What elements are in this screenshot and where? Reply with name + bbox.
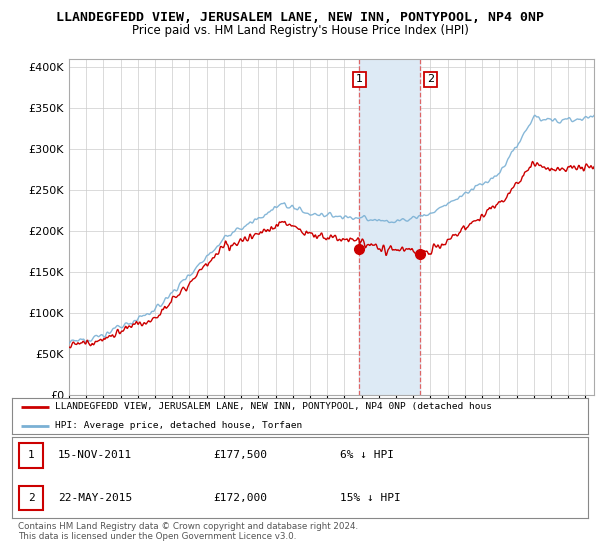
Text: 22-MAY-2015: 22-MAY-2015 — [58, 493, 133, 503]
FancyBboxPatch shape — [19, 486, 43, 510]
Text: £177,500: £177,500 — [214, 450, 268, 460]
Text: HPI: Average price, detached house, Torfaen: HPI: Average price, detached house, Torf… — [55, 422, 302, 431]
Text: LLANDEGFEDD VIEW, JERUSALEM LANE, NEW INN, PONTYPOOL, NP4 0NP: LLANDEGFEDD VIEW, JERUSALEM LANE, NEW IN… — [56, 11, 544, 24]
Text: LLANDEGFEDD VIEW, JERUSALEM LANE, NEW INN, PONTYPOOL, NP4 0NP (detached hous: LLANDEGFEDD VIEW, JERUSALEM LANE, NEW IN… — [55, 402, 492, 411]
Text: £172,000: £172,000 — [214, 493, 268, 503]
Text: 15-NOV-2011: 15-NOV-2011 — [58, 450, 133, 460]
Text: 2: 2 — [28, 493, 34, 503]
Text: 2: 2 — [427, 74, 434, 85]
Text: Price paid vs. HM Land Registry's House Price Index (HPI): Price paid vs. HM Land Registry's House … — [131, 24, 469, 36]
FancyBboxPatch shape — [19, 444, 43, 468]
Bar — [359, 59, 421, 395]
Text: Contains HM Land Registry data © Crown copyright and database right 2024.
This d: Contains HM Land Registry data © Crown c… — [18, 522, 358, 542]
Text: 1: 1 — [28, 450, 34, 460]
Text: 6% ↓ HPI: 6% ↓ HPI — [340, 450, 394, 460]
Text: 15% ↓ HPI: 15% ↓ HPI — [340, 493, 401, 503]
Text: 1: 1 — [356, 74, 363, 85]
